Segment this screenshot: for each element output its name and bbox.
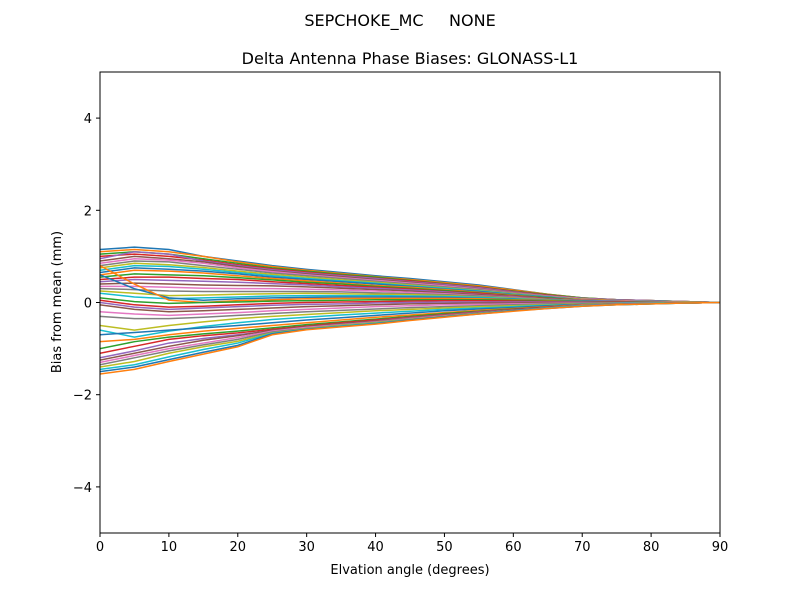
- x-tick-label: 90: [712, 540, 729, 555]
- x-axis: 0 10 20 30 40 50 60 70 80 90: [96, 533, 728, 555]
- x-tick-label: 80: [643, 540, 660, 555]
- y-tick-label: −4: [73, 481, 92, 496]
- y-tick-label: −2: [73, 389, 92, 404]
- y-axis-label: Bias from mean (mm): [50, 231, 65, 373]
- x-axis-label: Elvation angle (degrees): [330, 563, 489, 578]
- series-group: [100, 246, 720, 375]
- x-tick-label: 30: [298, 540, 315, 555]
- x-tick-label: 50: [436, 540, 453, 555]
- y-axis: −4 −2 0 2 4: [73, 112, 100, 496]
- y-tick-label: 2: [84, 204, 92, 219]
- chart-title: Delta Antenna Phase Biases: GLONASS-L1: [242, 49, 579, 68]
- chart-suptitle: SEPCHOKE_MC NONE: [304, 11, 495, 31]
- x-tick-label: 60: [505, 540, 522, 555]
- x-tick-label: 10: [161, 540, 178, 555]
- x-tick-label: 20: [230, 540, 247, 555]
- y-tick-label: 4: [84, 112, 92, 127]
- y-tick-label: 0: [84, 297, 92, 312]
- x-tick-label: 70: [574, 540, 591, 555]
- x-tick-label: 0: [96, 540, 104, 555]
- x-tick-label: 40: [367, 540, 384, 555]
- series-line-41: [100, 301, 720, 375]
